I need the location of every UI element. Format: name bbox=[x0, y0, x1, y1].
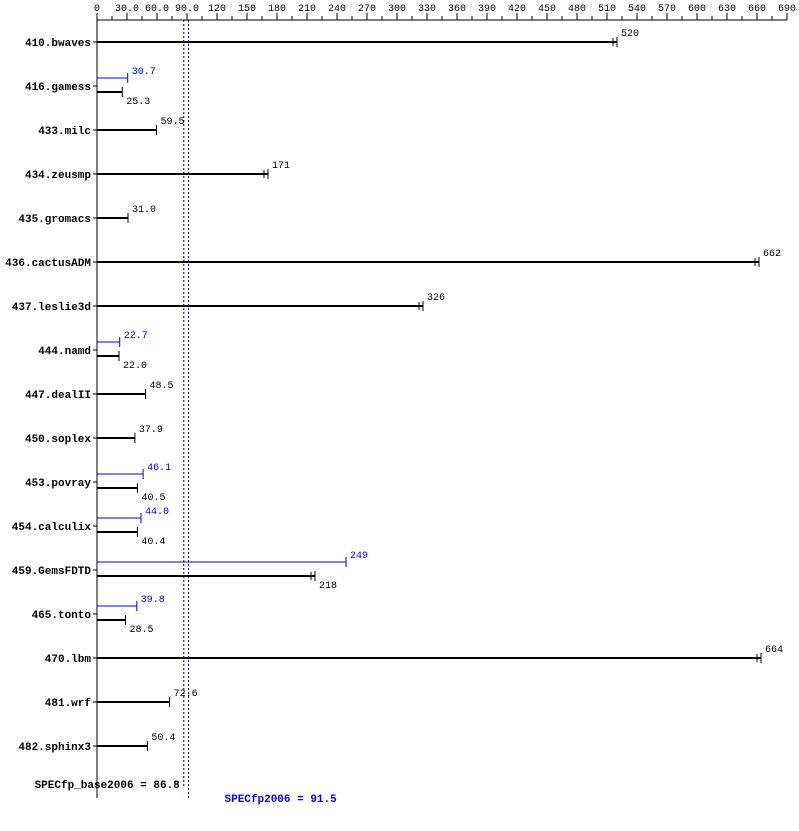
value-base: 72.6 bbox=[174, 689, 198, 700]
benchmark-label: 454.calculix bbox=[12, 522, 92, 534]
benchmark-label: 470.lbm bbox=[45, 654, 92, 666]
benchmark-label: 459.GemsFDTD bbox=[12, 566, 92, 578]
value-base: 326 bbox=[427, 293, 445, 304]
x-axis-label: 180 bbox=[268, 4, 286, 15]
value-base: 40.4 bbox=[141, 537, 165, 548]
value-peak: 46.1 bbox=[147, 463, 171, 474]
x-axis-label: 390 bbox=[478, 4, 496, 15]
value-base: 37.9 bbox=[139, 425, 163, 436]
value-base: 520 bbox=[621, 29, 639, 40]
x-axis-label: 330 bbox=[418, 4, 436, 15]
benchmark-label: 444.namd bbox=[38, 346, 91, 358]
x-axis-label: 210 bbox=[298, 4, 316, 15]
x-axis-label: 420 bbox=[508, 4, 526, 15]
x-axis-label: 570 bbox=[658, 4, 676, 15]
x-axis-label: 510 bbox=[598, 4, 616, 15]
benchmark-label: 433.milc bbox=[38, 126, 91, 138]
x-axis-label: 630 bbox=[718, 4, 736, 15]
benchmark-label: 410.bwaves bbox=[25, 38, 91, 50]
x-axis-label: 30.0 bbox=[115, 4, 139, 15]
benchmark-label: 435.gromacs bbox=[18, 214, 91, 226]
benchmark-label: 482.sphinx3 bbox=[18, 742, 91, 754]
value-base: 31.0 bbox=[132, 205, 156, 216]
value-peak: 39.8 bbox=[141, 595, 165, 606]
benchmark-label: 416.gamess bbox=[25, 82, 91, 94]
benchmark-label: 465.tonto bbox=[32, 610, 92, 622]
value-base: 218 bbox=[319, 581, 337, 592]
benchmark-label: 453.povray bbox=[25, 478, 91, 490]
benchmark-label: 437.leslie3d bbox=[12, 302, 91, 314]
x-axis-label: 360 bbox=[448, 4, 466, 15]
x-axis-label: 690 bbox=[778, 4, 796, 15]
x-axis-label: 660 bbox=[748, 4, 766, 15]
value-base: 40.5 bbox=[142, 493, 166, 504]
benchmark-label: 450.soplex bbox=[25, 434, 91, 446]
value-peak: 249 bbox=[350, 551, 368, 562]
x-axis-label: 120 bbox=[208, 4, 226, 15]
x-axis-label: 0 bbox=[94, 4, 100, 15]
value-peak: 44.0 bbox=[145, 507, 169, 518]
x-axis-label: 450 bbox=[538, 4, 556, 15]
benchmark-label: 481.wrf bbox=[45, 698, 92, 710]
benchmark-label: 436.cactusADM bbox=[5, 258, 91, 270]
value-base: 22.0 bbox=[123, 361, 147, 372]
value-base: 25.3 bbox=[126, 97, 150, 108]
value-peak: 22.7 bbox=[124, 331, 148, 342]
value-base: 48.5 bbox=[150, 381, 174, 392]
value-base: 171 bbox=[272, 161, 290, 172]
value-peak: 30.7 bbox=[132, 67, 156, 78]
summary-base: SPECfp_base2006 = 86.8 bbox=[35, 780, 181, 792]
summary-peak: SPECfp2006 = 91.5 bbox=[225, 794, 338, 806]
value-base: 664 bbox=[765, 645, 783, 656]
x-axis-label: 60.0 bbox=[145, 4, 169, 15]
x-axis-label: 270 bbox=[358, 4, 376, 15]
x-axis-label: 600 bbox=[688, 4, 706, 15]
x-axis-label: 300 bbox=[388, 4, 406, 15]
x-axis-label: 90.0 bbox=[175, 4, 199, 15]
value-base: 662 bbox=[763, 249, 781, 260]
chart-background bbox=[0, 0, 799, 831]
value-base: 59.5 bbox=[161, 117, 185, 128]
value-base: 28.5 bbox=[130, 625, 154, 636]
spec-benchmark-chart: 0 30.0 60.0 90.0 120 150 180 210 240 270 300 330 360… bbox=[0, 0, 799, 831]
benchmark-label: 434.zeusmp bbox=[25, 170, 91, 182]
x-axis-label: 240 bbox=[328, 4, 346, 15]
value-base: 50.4 bbox=[151, 733, 175, 744]
x-axis-label: 150 bbox=[238, 4, 256, 15]
benchmark-label: 447.dealII bbox=[25, 390, 91, 402]
x-axis-label: 480 bbox=[568, 4, 586, 15]
x-axis-label: 540 bbox=[628, 4, 646, 15]
